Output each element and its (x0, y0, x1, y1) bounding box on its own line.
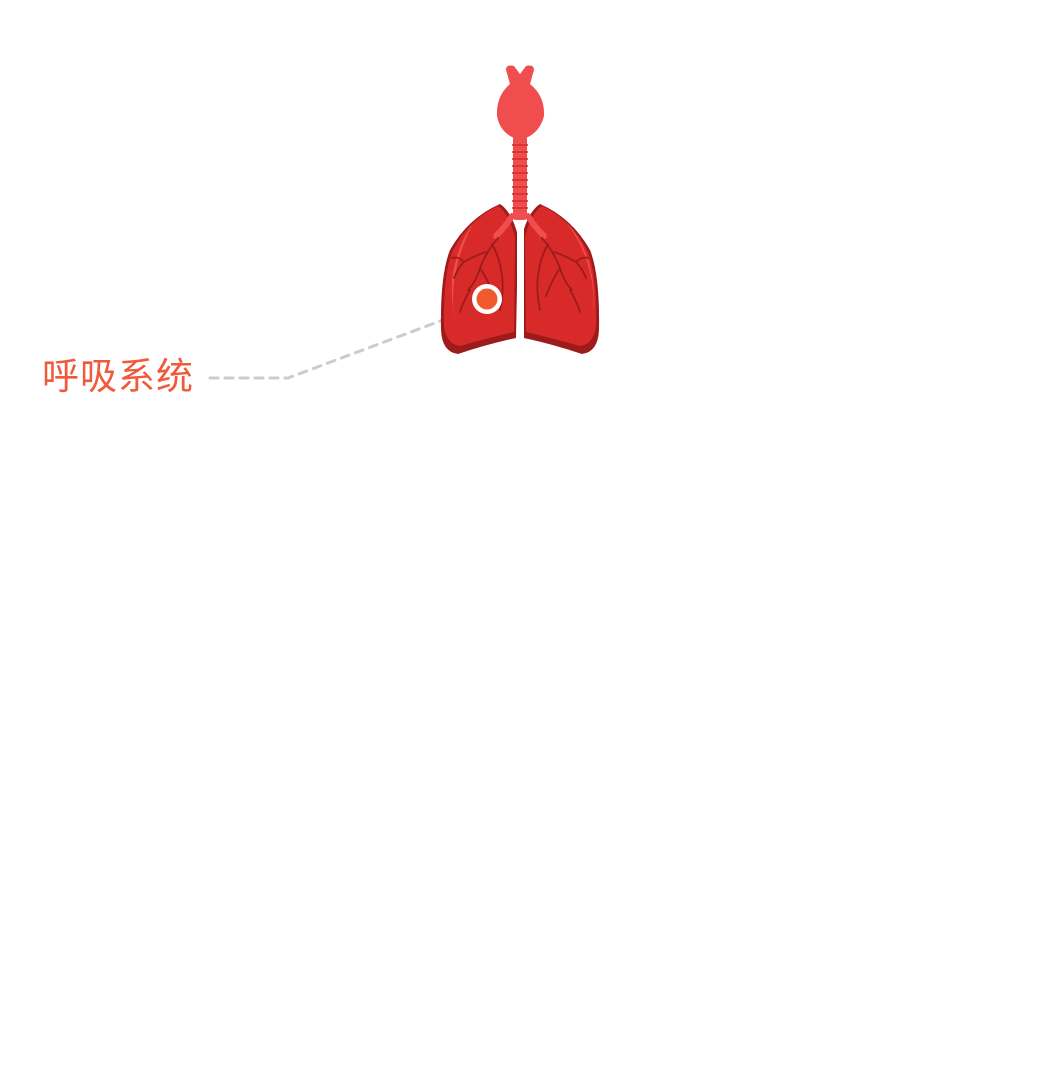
leader-line (208, 306, 477, 380)
respiratory-system-label: 呼吸系统 (42, 355, 194, 398)
lungs-trachea-icon (440, 65, 600, 354)
hotspot-dot-icon[interactable] (472, 284, 502, 314)
